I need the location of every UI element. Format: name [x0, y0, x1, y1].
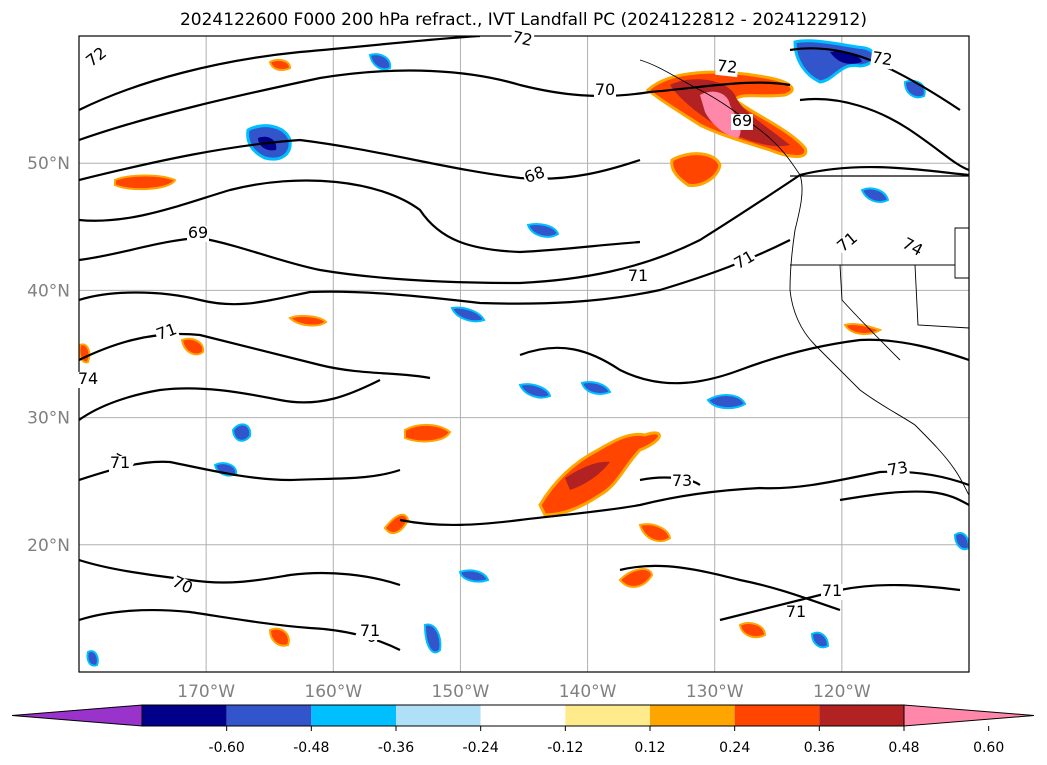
contour-label-bg [671, 474, 693, 490]
latitude-axis: 50°N 40°N 30°N 20°N [27, 154, 70, 556]
contour-label-bg [785, 605, 807, 621]
colorbar-segment [565, 705, 650, 726]
colorbar-tick-label: 0.24 [719, 740, 750, 756]
colorbar-tick-label: -0.24 [463, 740, 499, 756]
colorbar-tick-label: 0.48 [888, 740, 919, 756]
colorbar-segment [226, 705, 312, 726]
lon-tick-label: 170°W [177, 682, 235, 702]
colorbar-segment [142, 705, 227, 726]
contour-label-bg [627, 269, 649, 285]
contour-label-bg [834, 229, 862, 257]
colorbar-tick-label: 0.12 [634, 740, 665, 756]
map-panel: 7272727270686971717171717474707070737371… [77, 27, 970, 673]
contour-label-bg [168, 574, 196, 598]
contour-label-bg [885, 460, 911, 480]
longitude-axis: 170°W 160°W 150°W 140°W 130°W 120°W [177, 682, 871, 702]
contour-label-bg [521, 164, 549, 188]
colorbar-extend-low [11, 704, 143, 727]
contour-label: 71 [110, 453, 130, 472]
contour-label: 70 [595, 80, 615, 99]
colorbar-tick-label: 0.36 [804, 740, 835, 756]
contour-label-bg [715, 58, 739, 78]
lon-tick-label: 150°W [432, 682, 490, 702]
contour-label: 73 [886, 457, 909, 479]
contour-label: 71 [360, 621, 380, 640]
colorbar-tick-label: 0.60 [973, 740, 1004, 756]
contour-label: 73 [672, 471, 692, 490]
contour-label: 74 [78, 369, 98, 388]
contour-label-bg [898, 235, 926, 261]
lat-tick-label: 40°N [27, 281, 70, 301]
contour-label-bg [731, 248, 759, 274]
lon-tick-label: 140°W [559, 682, 617, 702]
contour-label-bg [594, 83, 616, 99]
contour-label-bg [83, 44, 111, 72]
contour-label: 71 [822, 581, 842, 600]
colorbar-tick-label: -0.60 [209, 740, 245, 756]
colorbar-tick-label: -0.36 [378, 740, 414, 756]
contour-label: 72 [510, 27, 534, 50]
gridlines [79, 36, 969, 672]
contour-label: 69 [188, 223, 208, 242]
colorbar-segment [396, 705, 481, 726]
colorbar-segment [480, 705, 566, 726]
lon-tick-label: 160°W [304, 682, 362, 702]
contour-label: 72 [871, 48, 894, 70]
contour-label-bg [821, 584, 843, 600]
contour-label-bg [509, 29, 535, 51]
colorbar-segment [311, 705, 396, 726]
contour-label-bg [359, 624, 381, 640]
contour-label-bg [109, 456, 131, 472]
colorbar-frame [141, 704, 905, 727]
contour-label: 72 [716, 56, 738, 77]
lat-tick-label: 30°N [27, 409, 70, 429]
contour-label: 69 [732, 111, 752, 130]
contour-label-bg [187, 226, 209, 242]
lat-tick-label: 20°N [27, 536, 70, 556]
contour-labels: 7272727270686971717171717474707070737371… [77, 27, 926, 648]
colorbar-extend-high [903, 704, 1035, 727]
lon-tick-label: 120°W [813, 682, 871, 702]
colorbar-tick-label: -0.12 [547, 740, 583, 756]
coastlines [639, 59, 969, 496]
contour-label-bg [869, 50, 895, 70]
contour-label-bg [731, 114, 753, 130]
colorbar-segment [734, 705, 820, 726]
contour-label-bg [77, 372, 99, 388]
shaded-anomaly-field [79, 39, 969, 667]
lat-tick-label: 50°N [27, 154, 70, 174]
colorbar-segment [650, 705, 735, 726]
colorbar-segment [819, 705, 904, 726]
map-title: 2024122600 F000 200 hPa refract., IVT La… [179, 10, 867, 30]
colorbar-tick-label: -0.48 [293, 740, 329, 756]
colorbar: -0.60 -0.48 -0.36 -0.24 -0.12 0.12 0.24 0.36 0.4… [11, 704, 1035, 756]
contour-label: 71 [628, 266, 648, 285]
contour-label: 71 [786, 602, 806, 621]
contour-label-bg [153, 321, 181, 345]
lon-tick-label: 130°W [686, 682, 744, 702]
